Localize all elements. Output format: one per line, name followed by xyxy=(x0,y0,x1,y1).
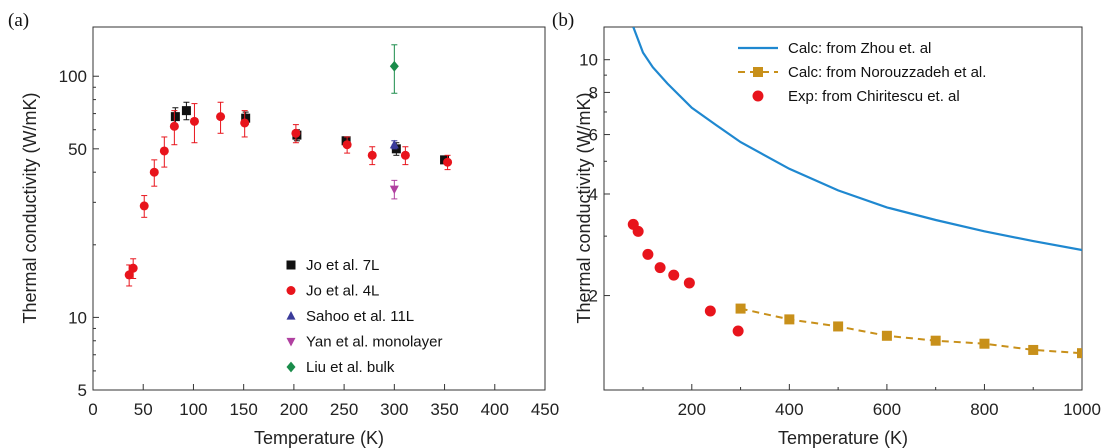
legend-a: Jo et al. 7L Jo et al. 4L Sahoo et al. 11L… xyxy=(286,257,442,376)
legend-b: Calc: from Zhou et. al Calc: from Norouzz… xyxy=(738,40,986,105)
line-calc-from-norouzzadeh-et-al xyxy=(740,307,1082,355)
plot-frame-a xyxy=(92,26,546,391)
line-calc-from-zhou-et-al xyxy=(632,27,1082,252)
point-exp-from-chiritescu-et-al-7 xyxy=(732,325,744,337)
point-jo-et-al-4l-9 xyxy=(291,128,301,138)
x-tick-label-a-400: 400 xyxy=(481,400,509,419)
point-calc-from-norouzzadeh-et-al-6 xyxy=(1028,344,1039,355)
x-axis-title-a: Temperature (K) xyxy=(254,428,384,448)
point-sahoo-et-al-11l-0 xyxy=(389,139,399,149)
series-b-calc-from-norouzzadeh-et-al xyxy=(735,303,1082,359)
legend-marker-b-exp-from-chiritescu-et-al xyxy=(752,90,764,102)
point-yan-et-al-monolayer-0 xyxy=(389,185,399,195)
y-tick-label-b-8: 8 xyxy=(589,83,598,102)
point-jo-et-al-4l-12 xyxy=(400,150,410,160)
x-tick-label-a-300: 300 xyxy=(380,400,408,419)
point-calc-from-norouzzadeh-et-al-3 xyxy=(881,330,892,341)
series-b-exp-from-chiritescu-et-al xyxy=(627,218,744,337)
legend-label-a-jo-et-al-7l: Jo et al. 7L xyxy=(306,257,379,274)
point-jo-et-al-4l-0 xyxy=(124,270,134,280)
point-calc-from-norouzzadeh-et-al-2 xyxy=(833,321,844,332)
legend-marker-b-calc-from-norouzzadeh-et-al xyxy=(753,67,763,77)
point-jo-et-al-4l-2 xyxy=(139,201,149,211)
point-calc-from-norouzzadeh-et-al-7 xyxy=(1077,348,1082,359)
x-tick-label-a-250: 250 xyxy=(330,400,358,419)
y-axis-title-a: Thermal conductivity (W/mK) xyxy=(20,92,40,323)
panel-label-b: (b) xyxy=(552,10,574,31)
point-exp-from-chiritescu-et-al-6 xyxy=(704,305,716,317)
x-tick-label-a-50: 50 xyxy=(134,400,153,419)
x-tick-label-a-0: 0 xyxy=(88,400,97,419)
x-axis-title-b: Temperature (K) xyxy=(778,428,908,448)
legend-marker-a-liu-et-al-bulk xyxy=(286,361,296,373)
chart-panel-a: 0 50 100 150 200 250 300 350 400 450 5 10 50 100 Temp… xyxy=(20,26,559,448)
y-tick-label-b-10: 10 xyxy=(579,51,598,70)
x-tick-label-b-1000: 1000 xyxy=(1063,400,1101,419)
x-tick-label-a-450: 450 xyxy=(531,400,559,419)
y-tick-label-b-4: 4 xyxy=(589,185,598,204)
y-tick-label-b-2: 2 xyxy=(589,287,598,306)
point-jo-et-al-4l-10 xyxy=(342,140,352,150)
legend-marker-a-jo-et-al-7l xyxy=(286,260,296,270)
x-tick-label-a-350: 350 xyxy=(430,400,458,419)
x-tick-label-b-400: 400 xyxy=(775,400,803,419)
series-a-liu-et-al-bulk xyxy=(389,44,399,94)
legend-marker-a-jo-et-al-4l xyxy=(286,286,296,295)
point-jo-et-al-4l-7 xyxy=(216,112,226,122)
y-tick-label-a-5: 5 xyxy=(78,381,87,400)
panel-label-a: (a) xyxy=(8,10,29,31)
legend-label-a-yan-et-al-monolayer: Yan et al. monolayer xyxy=(306,334,442,351)
point-calc-from-norouzzadeh-et-al-0 xyxy=(735,303,746,314)
point-jo-et-al-4l-8 xyxy=(240,118,250,128)
x-tick-label-a-100: 100 xyxy=(179,400,207,419)
y-tick-label-a-50: 50 xyxy=(68,140,87,159)
point-exp-from-chiritescu-et-al-4 xyxy=(668,269,680,281)
legend-label-b-calc-from-zhou-et-al: Calc: from Zhou et. al xyxy=(788,40,931,57)
chart-panel-b: 200 400 600 800 1000 2 4 6 8 10 Temperature (K) T… xyxy=(574,26,1101,448)
point-jo-et-al-7l-1 xyxy=(181,106,191,116)
point-calc-from-norouzzadeh-et-al-1 xyxy=(784,314,795,325)
point-jo-et-al-4l-13 xyxy=(443,157,453,167)
series-a-sahoo-et-al-11l xyxy=(389,139,399,150)
point-calc-from-norouzzadeh-et-al-4 xyxy=(930,335,941,346)
point-jo-et-al-4l-1 xyxy=(128,263,138,273)
x-tick-label-a-200: 200 xyxy=(280,400,308,419)
legend-label-a-jo-et-al-4l: Jo et al. 4L xyxy=(306,283,379,300)
point-jo-et-al-7l-0 xyxy=(170,112,180,122)
series-a-yan-et-al-monolayer xyxy=(389,179,399,200)
point-jo-et-al-4l-4 xyxy=(159,146,169,156)
legend-label-a-sahoo-et-al-11l: Sahoo et al. 11L xyxy=(306,308,414,325)
legend-label-a-liu-et-al-bulk: Liu et al. bulk xyxy=(306,359,395,376)
point-liu-et-al-bulk-0 xyxy=(389,60,399,72)
point-jo-et-al-7l-2 xyxy=(241,113,251,123)
plot-frame-b xyxy=(603,26,1083,391)
point-exp-from-chiritescu-et-al-1 xyxy=(632,225,644,237)
y-tick-label-b-6: 6 xyxy=(589,126,598,145)
y-axis-title-b: Thermal conductivity (W/mK) xyxy=(574,92,594,323)
point-exp-from-chiritescu-et-al-2 xyxy=(642,248,654,260)
legend-label-b-calc-from-norouzzadeh-et-al: Calc: from Norouzzadeh et al. xyxy=(788,64,986,81)
x-tick-label-b-200: 200 xyxy=(678,400,706,419)
point-exp-from-chiritescu-et-al-3 xyxy=(654,262,666,274)
point-exp-from-chiritescu-et-al-5 xyxy=(683,277,695,289)
series-b-calc-from-zhou-et-al xyxy=(632,27,1082,252)
point-jo-et-al-4l-5 xyxy=(169,121,179,131)
point-calc-from-norouzzadeh-et-al-5 xyxy=(979,338,990,349)
series-a-jo-et-al-4l xyxy=(124,101,453,287)
x-tick-label-a-150: 150 xyxy=(229,400,257,419)
point-jo-et-al-4l-3 xyxy=(149,167,159,177)
y-tick-label-a-10: 10 xyxy=(68,308,87,327)
point-jo-et-al-4l-11 xyxy=(367,150,377,160)
legend-marker-a-sahoo-et-al-11l xyxy=(286,311,296,320)
legend-marker-a-yan-et-al-monolayer xyxy=(286,337,296,347)
legend-label-b-exp-from-chiritescu-et-al: Exp: from Chiritescu et. al xyxy=(788,88,960,105)
y-tick-label-a-100: 100 xyxy=(59,67,87,86)
x-tick-label-b-800: 800 xyxy=(970,400,998,419)
point-jo-et-al-4l-6 xyxy=(189,116,199,126)
x-tick-label-b-600: 600 xyxy=(873,400,901,419)
